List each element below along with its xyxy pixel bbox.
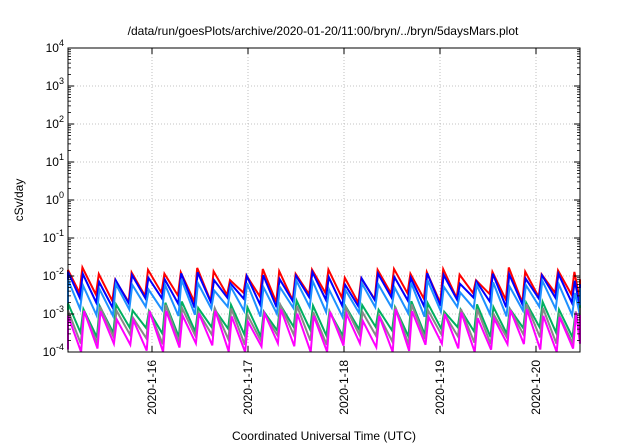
y-tick-label: 103 (46, 76, 64, 93)
y-axis-label: cSv/day (12, 179, 26, 222)
y-tick-label: 102 (46, 114, 64, 131)
y-tick-label: 10-2 (43, 266, 64, 283)
x-tick-label: 2020-1-16 (145, 360, 159, 415)
y-tick-label: 104 (46, 38, 64, 55)
y-tick-label: 100 (46, 190, 64, 207)
x-tick-label: 2020-1-18 (337, 360, 351, 415)
y-tick-label: 10-3 (43, 304, 64, 321)
x-axis-label: Coordinated Universal Time (UTC) (232, 429, 416, 443)
y-tick-label: 10-1 (43, 228, 64, 245)
series-line (67, 277, 581, 321)
series-line (67, 268, 581, 311)
y-tick-label: 101 (46, 152, 64, 169)
y-tick-label: 10-4 (43, 342, 64, 359)
y-axis: 10-4 10-3 10-2 10-1 100 101 102 103 104 (43, 38, 580, 359)
x-axis: 2020-1-16 2020-1-17 2020-1-18 2020-1-19 2020… (145, 48, 543, 415)
series-group (67, 264, 581, 353)
x-tick-label: 2020-1-19 (433, 360, 447, 415)
series-line (67, 308, 581, 353)
chart-title: /data/run/goesPlots/archive/2020-01-20/1… (128, 24, 519, 38)
x-tick-label: 2020-1-20 (529, 360, 543, 415)
x-tick-label: 2020-1-17 (241, 360, 255, 415)
